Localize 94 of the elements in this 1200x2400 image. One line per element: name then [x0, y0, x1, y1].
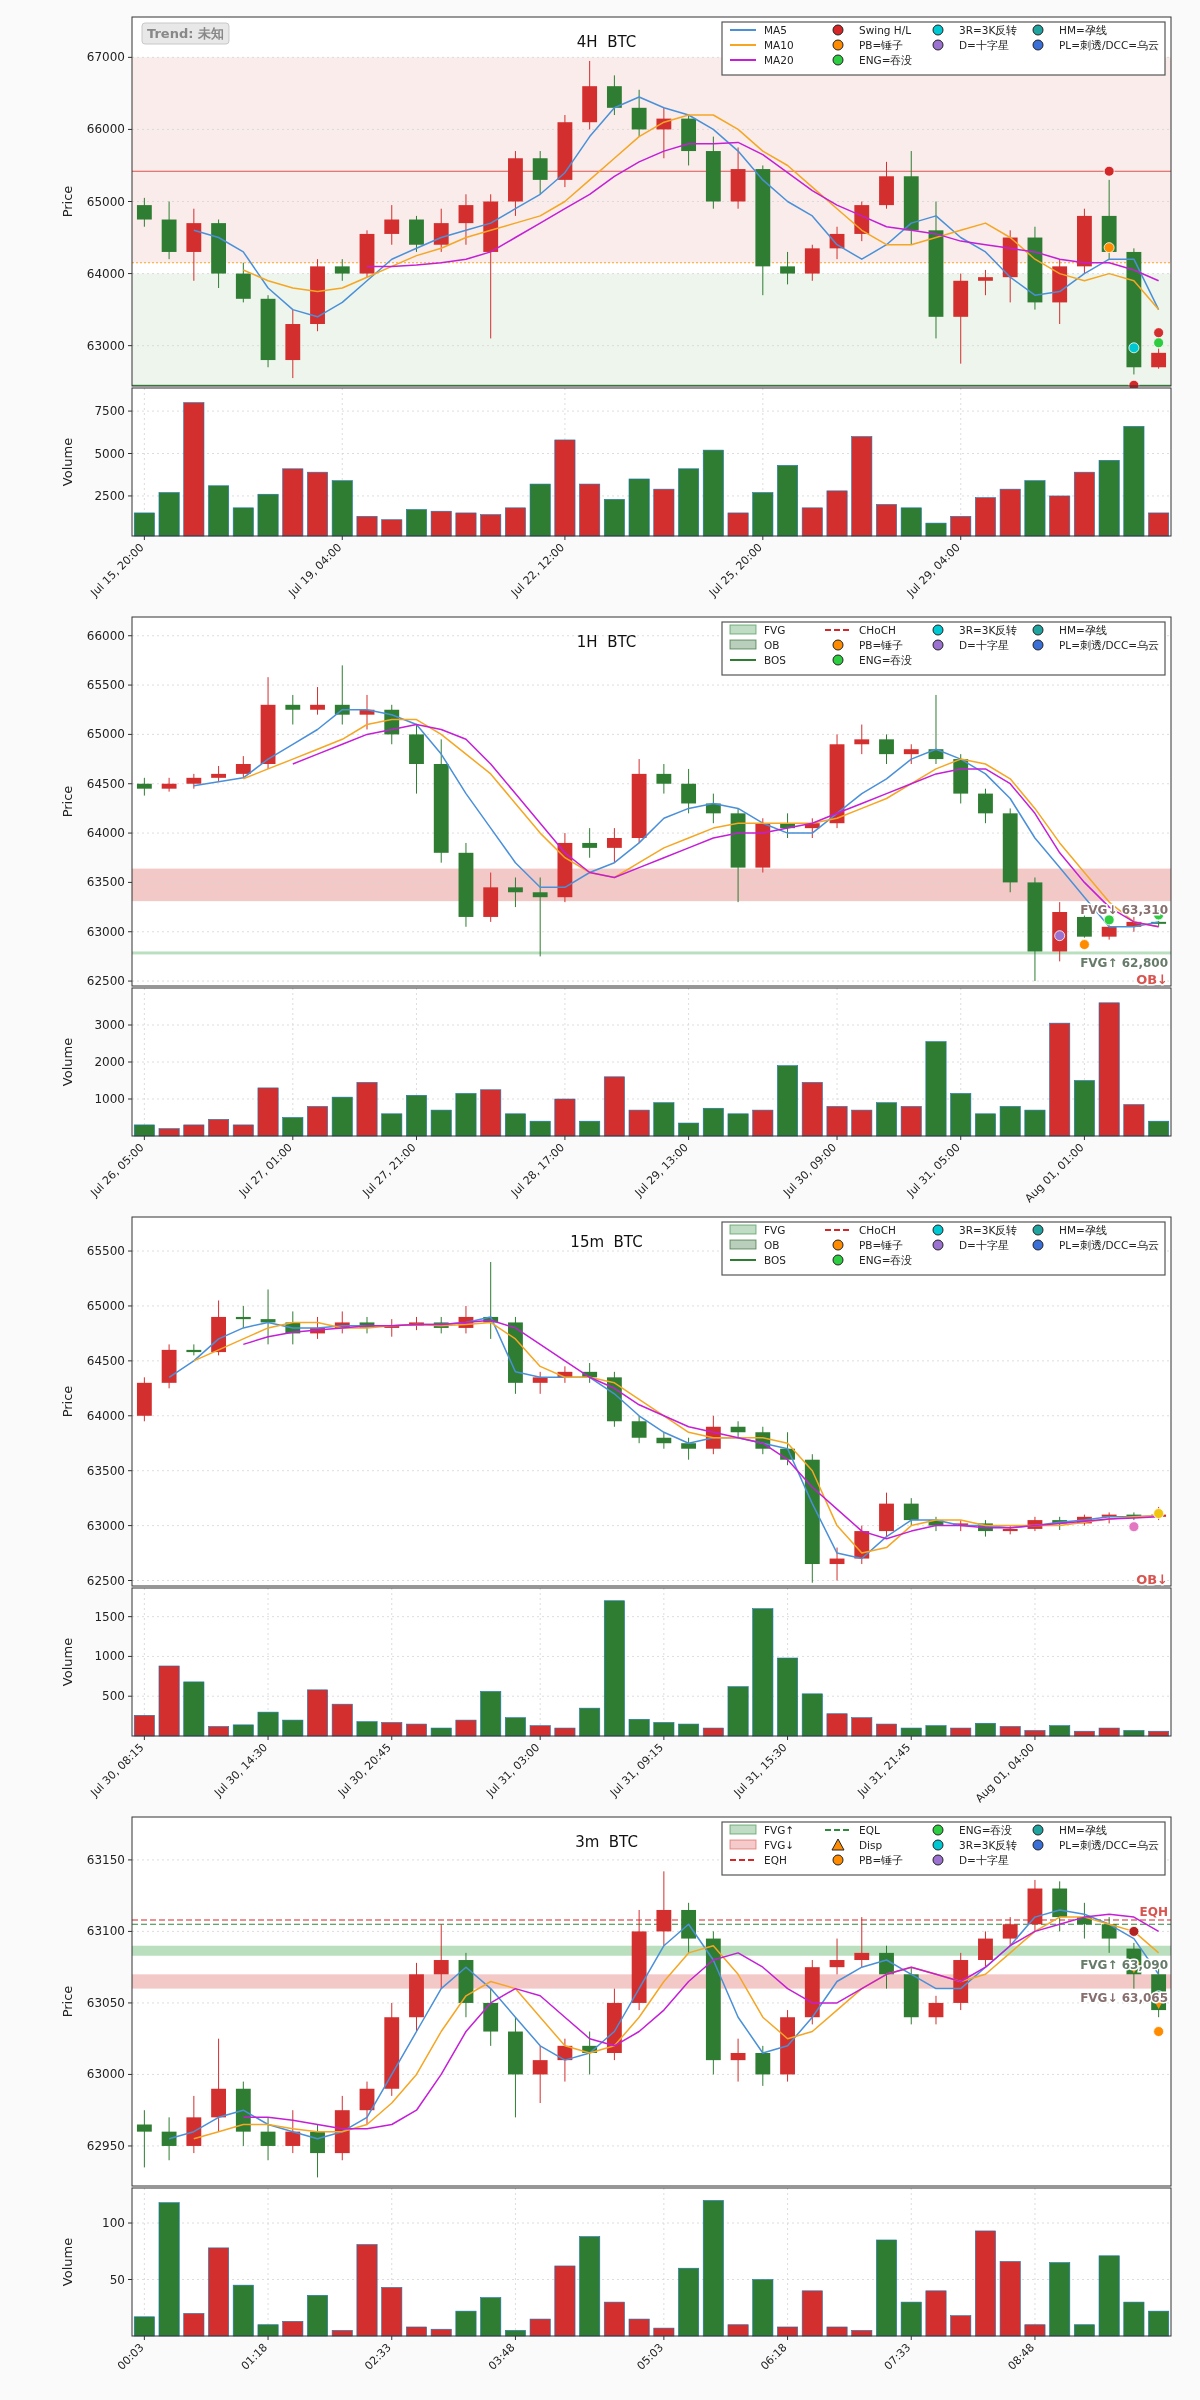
legend-label: PL=刺透/DCC=乌云: [1059, 39, 1160, 51]
legend-label: CHoCH: [859, 1224, 896, 1236]
y-axis-title: Price: [60, 785, 75, 818]
legend-label: ENG=吞没: [859, 1254, 913, 1266]
y-tick-label: 63500: [86, 1463, 125, 1478]
y-tick-label: 63150: [86, 1852, 125, 1867]
y-tick-label: 50: [109, 2272, 125, 2287]
legend-label: Disp: [859, 1839, 883, 1851]
legend-label: PB=锤子: [859, 39, 904, 51]
legend-label: PB=锤子: [859, 639, 904, 651]
legend-label: BOS: [764, 654, 787, 666]
y-tick-label: 5000: [94, 446, 125, 461]
y-tick-label: 65000: [86, 727, 125, 742]
y-axis-title: Volume: [60, 1037, 75, 1087]
y-tick-label: 1500: [94, 1609, 125, 1624]
legend-label: PL=刺透/DCC=乌云: [1059, 1239, 1160, 1251]
y-tick-label: 7500: [94, 404, 125, 419]
legend-label: FVG↓: [764, 1839, 795, 1851]
legend-label: D=十字星: [959, 1239, 1009, 1251]
legend-label: 3R=3K反转: [959, 1224, 1018, 1236]
y-tick-label: 66000: [86, 628, 125, 643]
y-tick-label: 3000: [94, 1018, 125, 1032]
legend-label: PL=刺透/DCC=乌云: [1059, 1839, 1160, 1851]
y-axis-title: Price: [60, 1385, 75, 1418]
annotation: EQH: [1139, 1904, 1168, 1919]
legend-label: HM=孕线: [1059, 624, 1107, 636]
legend-label: 3R=3K反转: [959, 624, 1018, 636]
y-axis-title: Price: [60, 185, 75, 218]
y-tick-label: 2500: [94, 488, 125, 503]
legend-label: MA10: [764, 39, 794, 51]
legend-label: ENG=吞没: [859, 654, 913, 666]
legend-label: ENG=吞没: [859, 54, 913, 66]
legend-label: 3R=3K反转: [959, 1839, 1018, 1851]
y-tick-label: 65500: [86, 678, 125, 693]
y-tick-label: 1000: [94, 1092, 125, 1106]
legend-label: D=十字星: [959, 39, 1009, 51]
y-tick-label: 2000: [94, 1055, 125, 1069]
legend-label: PL=刺透/DCC=乌云: [1059, 639, 1160, 651]
legend-label: OB: [764, 639, 780, 651]
y-tick-label: 64000: [86, 1408, 125, 1423]
legend-label: MA5: [764, 24, 787, 36]
legend-label: BOS: [764, 1254, 787, 1266]
y-tick-label: 63000: [86, 338, 125, 353]
legend-label: HM=孕线: [1059, 1224, 1107, 1236]
legend-label: EQH: [764, 1854, 787, 1866]
y-tick-label: 63100: [86, 1924, 125, 1939]
legend-label: D=十字星: [959, 1854, 1009, 1866]
y-tick-label: 67000: [86, 50, 125, 65]
legend-label: EQL: [859, 1824, 880, 1836]
y-tick-label: 62950: [86, 2138, 125, 2153]
text: 4H BTC: [576, 33, 637, 51]
band-label: FVG↑ 62,800: [1080, 956, 1168, 971]
legend-label: FVG: [764, 624, 786, 636]
y-tick-label: 65000: [86, 1298, 125, 1313]
y-tick-label: 64000: [86, 266, 125, 281]
legend-label: MA20: [764, 54, 794, 66]
y-tick-label: 64000: [86, 826, 125, 841]
legend-label: PB=锤子: [859, 1854, 904, 1866]
annotation: OB↓: [1136, 972, 1168, 987]
y-tick-label: 65000: [86, 194, 125, 209]
legend-label: HM=孕线: [1059, 24, 1107, 36]
y-tick-label: 500: [102, 1689, 125, 1704]
legend-label: FVG: [764, 1224, 786, 1236]
legend-label: CHoCH: [859, 624, 896, 636]
legend-label: Swing H/L: [859, 24, 912, 36]
y-tick-label: 63000: [86, 2067, 125, 2082]
y-tick-label: 63050: [86, 1995, 125, 2010]
y-tick-label: 65500: [86, 1244, 125, 1259]
legend-label: HM=孕线: [1059, 1824, 1107, 1836]
y-axis-title: Volume: [60, 437, 75, 487]
text: 3m BTC: [575, 1833, 638, 1851]
y-tick-label: 100: [102, 2216, 125, 2231]
y-axis-title: Price: [60, 1985, 75, 2018]
y-tick-label: 1000: [94, 1649, 125, 1664]
annotation: OB↓: [1136, 1572, 1168, 1587]
y-axis-title: Volume: [60, 1637, 75, 1687]
legend-label: ENG=吞没: [959, 1824, 1013, 1836]
legend-label: PB=锤子: [859, 1239, 904, 1251]
y-tick-label: 64500: [86, 1353, 125, 1368]
y-tick-label: 62500: [86, 974, 125, 989]
y-axis-title: Volume: [60, 2237, 75, 2287]
y-tick-label: 63500: [86, 875, 125, 890]
y-tick-label: 63000: [86, 1518, 125, 1533]
text: Trend: 未知: [147, 26, 224, 41]
legend-label: 3R=3K反转: [959, 24, 1018, 36]
legend-label: OB: [764, 1239, 780, 1251]
y-tick-label: 66000: [86, 122, 125, 137]
y-tick-label: 63000: [86, 924, 125, 939]
legend-label: FVG↑: [764, 1824, 795, 1836]
legend-label: D=十字星: [959, 639, 1009, 651]
text: 15m BTC: [570, 1233, 643, 1251]
y-tick-label: 62500: [86, 1573, 125, 1588]
y-tick-label: 64500: [86, 776, 125, 791]
text: 1H BTC: [576, 633, 637, 651]
